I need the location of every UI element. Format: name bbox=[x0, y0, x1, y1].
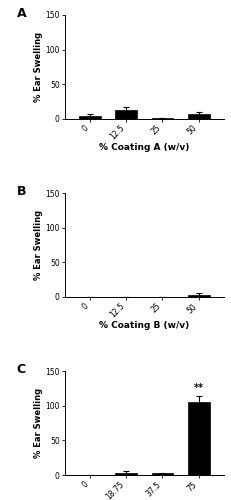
Bar bbox=[116, 472, 137, 475]
Y-axis label: % Ear Swelling: % Ear Swelling bbox=[33, 210, 43, 280]
Text: C: C bbox=[17, 363, 26, 376]
Text: **: ** bbox=[194, 384, 204, 394]
Text: A: A bbox=[17, 6, 27, 20]
Bar bbox=[152, 474, 173, 475]
X-axis label: % Coating B (w/v): % Coating B (w/v) bbox=[99, 322, 189, 330]
Y-axis label: % Ear Swelling: % Ear Swelling bbox=[33, 388, 43, 458]
Bar bbox=[188, 114, 210, 118]
Y-axis label: % Ear Swelling: % Ear Swelling bbox=[33, 32, 43, 102]
Bar bbox=[188, 294, 210, 297]
Bar bbox=[79, 116, 101, 118]
Text: B: B bbox=[17, 185, 26, 198]
X-axis label: % Coating A (w/v): % Coating A (w/v) bbox=[99, 143, 190, 152]
Bar bbox=[116, 110, 137, 118]
Bar bbox=[188, 402, 210, 475]
